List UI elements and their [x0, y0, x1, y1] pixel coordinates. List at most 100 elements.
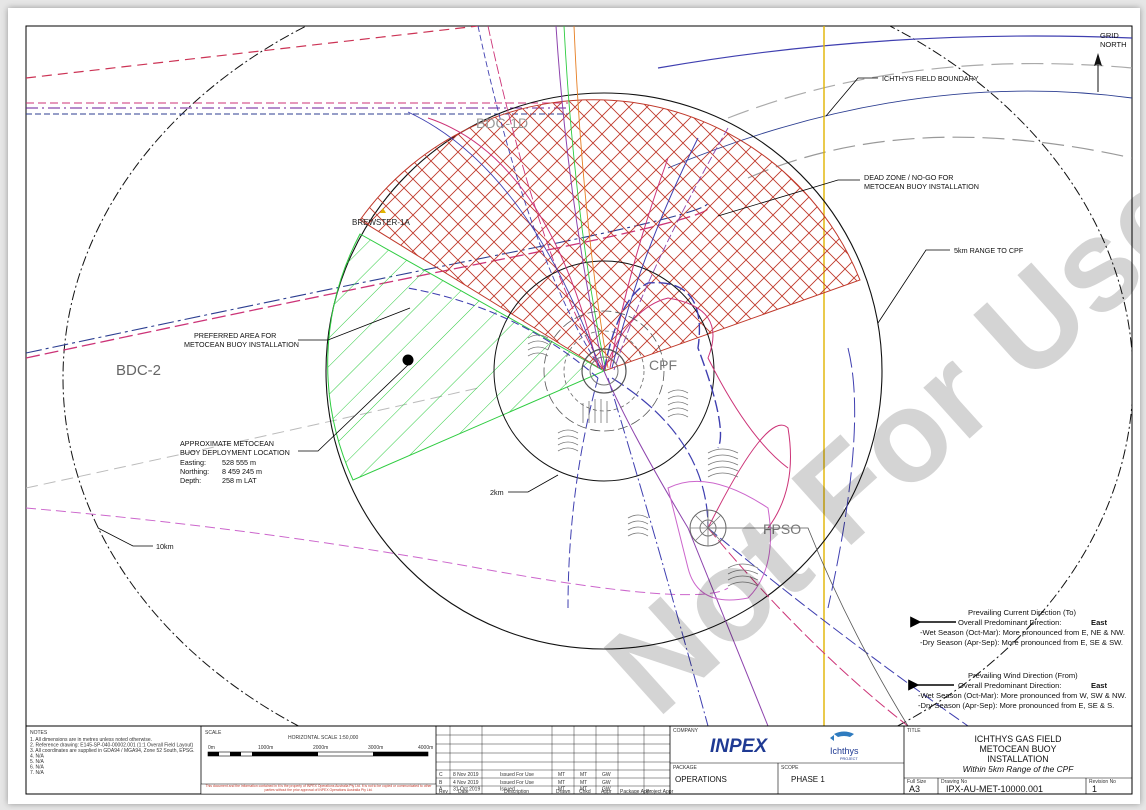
wind-direction-note: Prevailing Wind Direction (From) Overall…: [908, 671, 1126, 710]
rev-cell: C: [439, 772, 443, 778]
title-line-1: ICHTHYS GAS FIELD: [974, 734, 1061, 744]
revision-rows: C 8 Nov 2019 Issued For Use MT MT GW B 4…: [439, 772, 611, 793]
chkd-cell: MT: [580, 787, 587, 793]
inpex-logo: INPEX: [710, 736, 768, 757]
wind-wet: -Wet Season (Oct-Mar): More pronounced f…: [918, 691, 1126, 700]
rev-header: Rev: [439, 789, 448, 795]
grid-north: GRID NORTH: [1094, 31, 1127, 92]
northing-value: 8 459 245 m: [222, 467, 262, 476]
table-row: A 31 Oct 2019 Issued MT MT GW: [439, 787, 611, 793]
scope-value: PHASE 1: [791, 775, 825, 784]
notes-list: 1. All dimensions are in metres unless n…: [30, 737, 195, 776]
title-line-2: METOCEAN BUOY: [979, 744, 1056, 754]
disclaimer-text: This document and the information contai…: [205, 784, 432, 792]
drawing-no-value: IPX-AU-MET-10000.001: [946, 784, 1043, 794]
grid-north-line-2: NORTH: [1100, 40, 1127, 49]
rev-header: Date: [458, 789, 469, 795]
pipeline-red-top: [26, 26, 479, 79]
buoy-deployment-point: [402, 354, 414, 366]
well-bdc2-label: BDC-2: [116, 362, 161, 379]
drawn-cell: MT: [558, 787, 565, 793]
current-title: Prevailing Current Direction (To): [968, 608, 1077, 617]
note-item: 4. N/A: [30, 754, 45, 760]
north-arrow-icon: [1094, 53, 1102, 66]
appr-cell: GW: [602, 787, 611, 793]
fpso-structure: [689, 509, 727, 547]
preferred-area-label-1: PREFERRED AREA FOR: [194, 331, 276, 340]
field-boundary-dash-2: [747, 136, 1132, 179]
title-subtitle: Within 5km Range of the CPF: [963, 764, 1075, 774]
scope-label: SCOPE: [781, 765, 799, 771]
depth-value: 258 m LAT: [222, 476, 257, 485]
revision-headers: Rev Date Description Drawn Chkd Appr Pac…: [439, 789, 674, 795]
scale-tick: 2000m: [313, 745, 328, 751]
note-item: 2. Reference drawing: E145-SP-040-00002.…: [30, 743, 193, 749]
dead-zone-label-1: DEAD ZONE / NO-GO FOR: [864, 173, 953, 182]
easting-value: 528 555 m: [222, 458, 256, 467]
date-cell: 31 Oct 2019: [453, 787, 480, 793]
field-boundary-dash-1: [727, 62, 1132, 119]
scale-tick: 3000m: [368, 745, 383, 751]
package-value: OPERATIONS: [675, 775, 727, 784]
preferred-area-label-2: METOCEAN BUOY INSTALLATION: [184, 340, 299, 349]
scale-tick: 1000m: [258, 745, 273, 751]
current-dry: -Dry Season (Apr-Sep): More pronounced f…: [920, 638, 1123, 647]
desc-cell: Issued For Use: [500, 772, 534, 778]
revision-table: [436, 726, 670, 794]
rev-cell: A: [439, 787, 443, 793]
appr-cell: GW: [602, 780, 611, 786]
range-2km-circle: [493, 260, 715, 482]
fpso-label: FPSO: [763, 521, 801, 537]
date-cell: 4 Nov 2019: [453, 780, 479, 786]
ichthys-logo: Ichthys PROJECT: [830, 731, 859, 761]
preferred-area-sector: [327, 233, 606, 481]
range-5km-circle: [325, 92, 883, 650]
grid-north-line-1: GRID: [1100, 31, 1119, 40]
rev-cell: B: [439, 780, 443, 786]
wind-dry: -Dry Season (Apr-Sep): More pronounced f…: [918, 701, 1114, 710]
scale-text: HORIZONTAL SCALE 1:50,000: [288, 735, 359, 741]
scale-heading: SCALE: [205, 730, 222, 736]
rev-header: Package Appr: [620, 789, 651, 795]
ichthys-logo-text: Ichthys: [830, 746, 859, 756]
pipeline-bundle: [407, 26, 969, 726]
chkd-cell: MT: [580, 780, 587, 786]
range-2km-label: 2km: [490, 488, 504, 497]
wind-title: Prevailing Wind Direction (From): [968, 671, 1078, 680]
rev-header: Appr: [601, 789, 612, 795]
drawn-cell: MT: [558, 772, 565, 778]
cpf-label: CPF: [649, 357, 677, 373]
field-boundary-label: ICHTHYS FIELD BOUNDARY: [882, 74, 979, 83]
northing-label: Northing:: [180, 467, 209, 476]
ichthys-logo-sub: PROJECT: [840, 757, 858, 761]
drawing-svg: BDC-1D BDC-2 BREWSTER-1A CPF FPSO ICHTHY…: [25, 25, 1146, 795]
rev-header: Chkd: [579, 789, 591, 795]
scale-tick: 0m: [208, 745, 215, 751]
current-wet: -Wet Season (Oct-Mar): More pronounced f…: [920, 628, 1125, 637]
deployment-label-2: BUOY DEPLOYMENT LOCATION: [180, 448, 290, 457]
note-item: 7. N/A: [30, 770, 45, 776]
title-label: TITLE: [907, 728, 921, 734]
easting-label: Easting:: [180, 458, 206, 467]
wind-overall-label: Overall Predominant Direction:: [958, 681, 1061, 690]
desc-cell: Issued For Use: [500, 780, 534, 786]
rev-header: Drawn: [556, 789, 571, 795]
drawing-sheet: BDC-1D BDC-2 BREWSTER-1A CPF FPSO ICHTHY…: [8, 8, 1146, 804]
pipeline-pink-3: [26, 507, 729, 596]
note-item: 1. All dimensions are in metres unless n…: [30, 737, 152, 743]
revision-label: Revision No: [1089, 779, 1116, 785]
scale-bar: 0m 1000m 2000m 3000m 4000m: [207, 745, 433, 757]
range-5km-label: 5km RANGE TO CPF: [954, 246, 1024, 255]
current-direction-note: Prevailing Current Direction (To) Overal…: [910, 608, 1125, 647]
brewster-marker: [380, 208, 386, 213]
well-bdc1d-label: BDC-1D: [476, 115, 528, 131]
package-label: PACKAGE: [673, 765, 697, 771]
note-item: 5. N/A: [30, 759, 45, 765]
title-block: NOTES 1. All dimensions are in metres un…: [26, 725, 1132, 795]
range-10km-label: 10km: [156, 542, 174, 551]
well-brewster-label: BREWSTER-1A: [352, 218, 410, 227]
note-item: 3. All coordinates are supplied in GDA94…: [30, 748, 195, 754]
size-label: Full Size: [907, 779, 926, 785]
leader-lines: [97, 77, 950, 547]
note-item: 6. N/A: [30, 765, 45, 771]
